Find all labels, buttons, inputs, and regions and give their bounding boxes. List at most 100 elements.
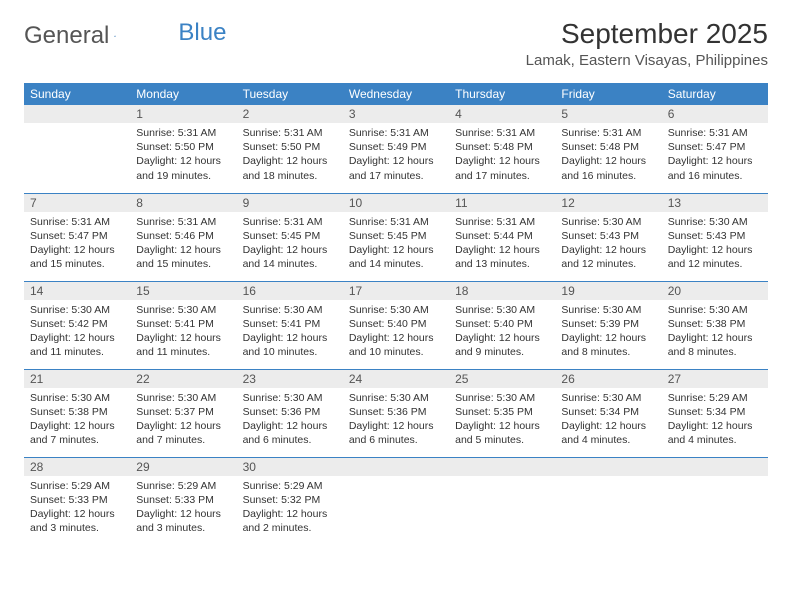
day-info-line: Daylight: 12 hours [668,331,762,345]
day-info: Sunrise: 5:31 AMSunset: 5:48 PMDaylight:… [449,123,555,187]
day-number: 22 [130,370,236,388]
weekday-header: Sunday [24,83,130,105]
day-info-line: Sunrise: 5:30 AM [30,391,124,405]
day-info-line: Sunrise: 5:31 AM [668,126,762,140]
weekday-header: Saturday [662,83,768,105]
weekday-header: Monday [130,83,236,105]
day-info-line: and 19 minutes. [136,169,230,183]
day-info-line: Daylight: 12 hours [136,243,230,257]
day-info-line: Sunset: 5:43 PM [561,229,655,243]
day-info-line: Sunrise: 5:31 AM [455,215,549,229]
logo: General Blue [24,18,226,50]
day-number: 25 [449,370,555,388]
day-number: 26 [555,370,661,388]
day-info-line: Sunrise: 5:30 AM [455,303,549,317]
day-info-line: Daylight: 12 hours [136,331,230,345]
logo-text-general: General [24,22,109,50]
day-info-line: and 17 minutes. [455,169,549,183]
day-number: 15 [130,282,236,300]
day-info-line: Sunrise: 5:30 AM [455,391,549,405]
calendar-cell: 26Sunrise: 5:30 AMSunset: 5:34 PMDayligh… [555,369,661,457]
calendar-cell [662,457,768,545]
day-info-line: Sunset: 5:44 PM [455,229,549,243]
day-info-line: Sunset: 5:49 PM [349,140,443,154]
day-number: 14 [24,282,130,300]
day-info-line: Daylight: 12 hours [243,243,337,257]
day-info: Sunrise: 5:31 AMSunset: 5:45 PMDaylight:… [237,212,343,276]
calendar-cell: 9Sunrise: 5:31 AMSunset: 5:45 PMDaylight… [237,193,343,281]
day-info: Sunrise: 5:31 AMSunset: 5:46 PMDaylight:… [130,212,236,276]
day-info-line: Daylight: 12 hours [243,154,337,168]
day-info-line: Sunset: 5:36 PM [243,405,337,419]
day-info-line: Sunrise: 5:30 AM [30,303,124,317]
day-info-line: Daylight: 12 hours [349,331,443,345]
weekday-header: Friday [555,83,661,105]
day-info-line: Sunrise: 5:31 AM [349,126,443,140]
calendar-cell: 24Sunrise: 5:30 AMSunset: 5:36 PMDayligh… [343,369,449,457]
day-info: Sunrise: 5:29 AMSunset: 5:33 PMDaylight:… [130,476,236,540]
day-info: Sunrise: 5:30 AMSunset: 5:38 PMDaylight:… [24,388,130,452]
location-text: Lamak, Eastern Visayas, Philippines [526,52,768,69]
day-info-line: Sunrise: 5:30 AM [561,391,655,405]
calendar-cell: 12Sunrise: 5:30 AMSunset: 5:43 PMDayligh… [555,193,661,281]
day-info-line: Daylight: 12 hours [243,419,337,433]
day-number: 5 [555,105,661,123]
weekday-header-row: Sunday Monday Tuesday Wednesday Thursday… [24,83,768,105]
day-number: 18 [449,282,555,300]
day-number: 16 [237,282,343,300]
day-info-line: and 5 minutes. [455,433,549,447]
day-info-line: Sunset: 5:47 PM [668,140,762,154]
day-number: 8 [130,194,236,212]
day-info-line: and 10 minutes. [349,345,443,359]
day-info-line: Sunrise: 5:30 AM [561,215,655,229]
day-number: 17 [343,282,449,300]
day-info-line: and 12 minutes. [668,257,762,271]
day-info-line: Sunset: 5:38 PM [30,405,124,419]
day-info: Sunrise: 5:31 AMSunset: 5:47 PMDaylight:… [662,123,768,187]
day-info-line: Daylight: 12 hours [136,154,230,168]
calendar-cell: 8Sunrise: 5:31 AMSunset: 5:46 PMDaylight… [130,193,236,281]
day-info-line: Daylight: 12 hours [30,243,124,257]
day-info: Sunrise: 5:30 AMSunset: 5:36 PMDaylight:… [237,388,343,452]
day-info-line: Daylight: 12 hours [455,243,549,257]
day-info-line: Daylight: 12 hours [30,331,124,345]
day-number: 23 [237,370,343,388]
calendar-week-row: 1Sunrise: 5:31 AMSunset: 5:50 PMDaylight… [24,105,768,193]
calendar-cell [343,457,449,545]
day-info: Sunrise: 5:31 AMSunset: 5:44 PMDaylight:… [449,212,555,276]
day-info-line: and 10 minutes. [243,345,337,359]
day-number: 10 [343,194,449,212]
calendar-cell: 17Sunrise: 5:30 AMSunset: 5:40 PMDayligh… [343,281,449,369]
day-info: Sunrise: 5:30 AMSunset: 5:35 PMDaylight:… [449,388,555,452]
calendar-week-row: 14Sunrise: 5:30 AMSunset: 5:42 PMDayligh… [24,281,768,369]
day-info-line: and 14 minutes. [349,257,443,271]
calendar-cell: 21Sunrise: 5:30 AMSunset: 5:38 PMDayligh… [24,369,130,457]
day-info: Sunrise: 5:29 AMSunset: 5:32 PMDaylight:… [237,476,343,540]
day-info-line: Daylight: 12 hours [136,419,230,433]
day-info-line: and 16 minutes. [561,169,655,183]
day-info-line: Daylight: 12 hours [561,243,655,257]
day-info-line: and 15 minutes. [30,257,124,271]
day-info-line: and 9 minutes. [455,345,549,359]
day-info-line: Daylight: 12 hours [243,331,337,345]
day-number [555,458,661,476]
day-info: Sunrise: 5:30 AMSunset: 5:40 PMDaylight:… [449,300,555,364]
day-info-line: Sunrise: 5:29 AM [136,479,230,493]
day-number: 13 [662,194,768,212]
day-number [24,105,130,123]
day-info-line: and 6 minutes. [349,433,443,447]
day-info-line: and 4 minutes. [668,433,762,447]
day-info-line: Sunrise: 5:30 AM [668,303,762,317]
day-info-line: Daylight: 12 hours [455,331,549,345]
day-info-line: Sunset: 5:34 PM [668,405,762,419]
day-number: 29 [130,458,236,476]
day-info-line: Daylight: 12 hours [668,154,762,168]
day-info: Sunrise: 5:31 AMSunset: 5:50 PMDaylight:… [130,123,236,187]
day-info-line: Daylight: 12 hours [561,419,655,433]
day-info: Sunrise: 5:30 AMSunset: 5:43 PMDaylight:… [555,212,661,276]
day-info: Sunrise: 5:30 AMSunset: 5:40 PMDaylight:… [343,300,449,364]
calendar-week-row: 28Sunrise: 5:29 AMSunset: 5:33 PMDayligh… [24,457,768,545]
day-info-line: Sunrise: 5:31 AM [136,126,230,140]
day-info-line: Daylight: 12 hours [30,507,124,521]
calendar-cell: 18Sunrise: 5:30 AMSunset: 5:40 PMDayligh… [449,281,555,369]
